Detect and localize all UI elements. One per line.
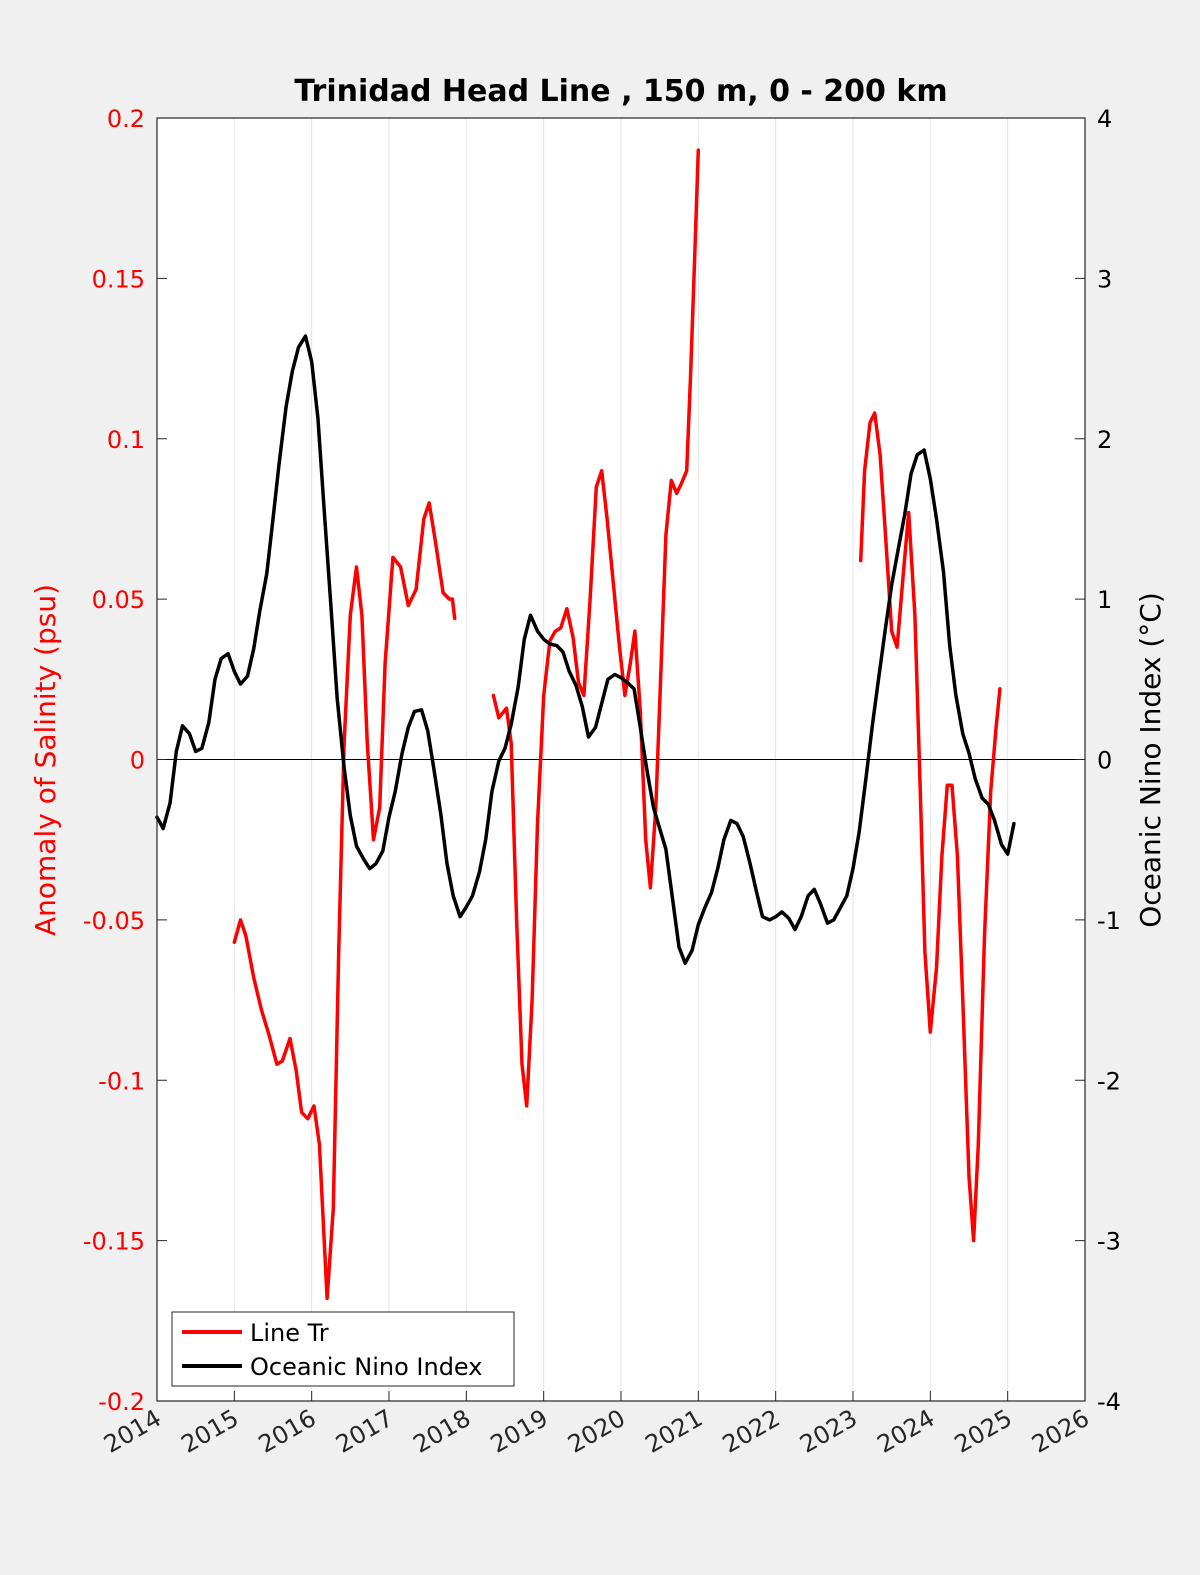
y-axis-label-right: Oceanic Nino Index (°C) — [1134, 592, 1167, 928]
series-line-oni-segment-0 — [155, 334, 1016, 965]
tick-label-left: 0 — [130, 747, 145, 775]
tick-label-right: -1 — [1097, 907, 1121, 935]
legend-box — [171, 1311, 515, 1387]
series-line-line-tr-segment-1 — [491, 148, 701, 1108]
tick-label-right: 1 — [1097, 586, 1112, 614]
y-axis-label-left: Anomaly of Salinity (psu) — [29, 584, 62, 936]
tick-label-right: -3 — [1097, 1228, 1121, 1256]
tick-label-left: -0.1 — [98, 1067, 145, 1095]
tick-label-left: 0.05 — [92, 586, 145, 614]
series-line-line-tr-segment-2 — [858, 411, 1002, 1243]
legend: Line Tr Oceanic Nino Index — [171, 1311, 515, 1387]
tick-label-left: -0.2 — [98, 1388, 145, 1416]
tick-label-left: -0.15 — [83, 1228, 145, 1256]
tick-label-left: 0.1 — [107, 426, 145, 454]
tick-label-right: 4 — [1097, 105, 1112, 133]
tick-label-right: 0 — [1097, 747, 1112, 775]
legend-label-oni: Oceanic Nino Index — [250, 1353, 482, 1381]
tick-label-right: 3 — [1097, 265, 1112, 293]
tick-label-left: 0.2 — [107, 105, 145, 133]
tick-label-right: 2 — [1097, 426, 1112, 454]
series-line-line-tr-segment-0 — [232, 501, 457, 1301]
tick-label-left: -0.05 — [83, 907, 145, 935]
left-axis: -0.2 -0.15 -0.1 -0.05 0 0.05 0.1 0.15 0.2 — [83, 105, 167, 1416]
tick-label-right: -2 — [1097, 1067, 1121, 1095]
tick-label-left: 0.15 — [92, 265, 145, 293]
chart-title: Trinidad Head Line , 150 m, 0 - 200 km — [294, 74, 947, 109]
legend-label-line-tr: Line Tr — [250, 1319, 329, 1347]
right-axis: -4 -3 -2 -1 0 1 2 3 4 — [1075, 105, 1121, 1416]
series-layer — [155, 148, 1016, 1301]
tick-label-right: -4 — [1097, 1388, 1121, 1416]
